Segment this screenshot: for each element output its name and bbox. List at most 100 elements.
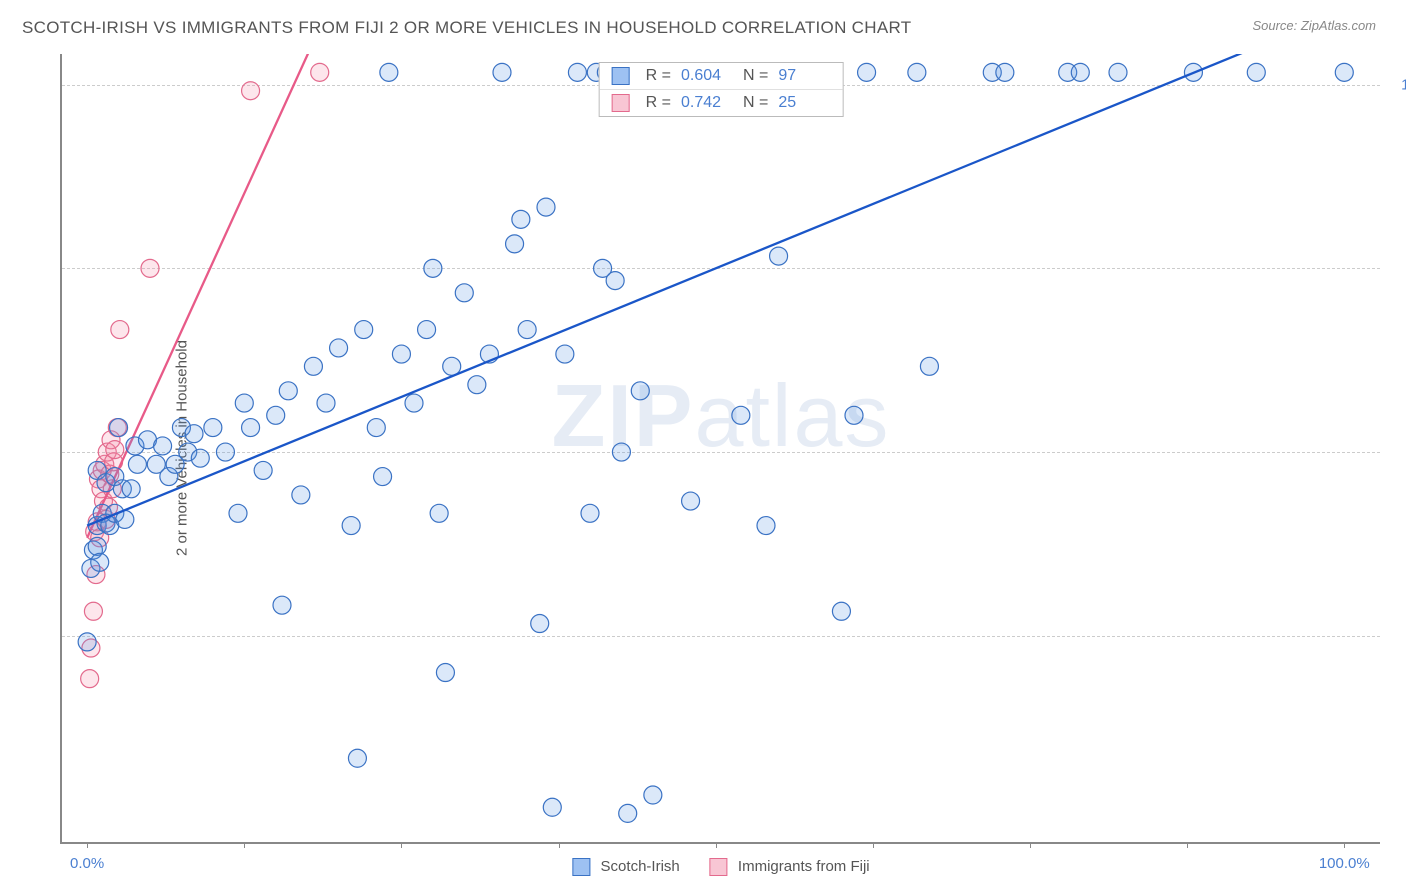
data-point (204, 419, 222, 437)
data-point (78, 633, 96, 651)
data-point (317, 394, 335, 412)
data-point (229, 504, 247, 522)
data-point (191, 449, 209, 467)
data-point (631, 382, 649, 400)
data-point (374, 468, 392, 486)
swatch-pink (710, 858, 728, 876)
data-point (342, 517, 360, 535)
data-point (468, 376, 486, 394)
r-value: 0.742 (681, 94, 733, 112)
x-tick-label: 100.0% (1319, 855, 1370, 872)
data-point (267, 406, 285, 424)
data-point (832, 602, 850, 620)
data-point (216, 443, 234, 461)
data-point (908, 63, 926, 81)
data-point (154, 437, 172, 455)
data-point (455, 284, 473, 302)
data-point (380, 63, 398, 81)
stats-legend-box: R = 0.604 N = 97 R = 0.742 N = 25 (599, 62, 844, 117)
chart-title: SCOTCH-IRISH VS IMMIGRANTS FROM FIJI 2 O… (22, 18, 911, 38)
data-point (1335, 63, 1353, 81)
data-point (348, 749, 366, 767)
scatter-svg (62, 54, 1382, 844)
data-point (242, 82, 260, 100)
data-point (568, 63, 586, 81)
data-point (682, 492, 700, 510)
data-point (141, 259, 159, 277)
n-label: N = (743, 67, 768, 85)
bottom-legend: Scotch-Irish Immigrants from Fiji (572, 858, 869, 876)
data-point (304, 357, 322, 375)
legend-item: Scotch-Irish (572, 858, 679, 876)
data-point (84, 602, 102, 620)
data-point (88, 537, 106, 555)
data-point (111, 321, 129, 339)
data-point (430, 504, 448, 522)
data-point (537, 198, 555, 216)
data-point (392, 345, 410, 363)
data-point (644, 786, 662, 804)
stats-row: R = 0.604 N = 97 (600, 63, 843, 89)
data-point (612, 443, 630, 461)
legend-label: Immigrants from Fiji (738, 858, 870, 875)
data-point (1071, 63, 1089, 81)
data-point (110, 419, 128, 437)
data-point (436, 664, 454, 682)
legend-item: Immigrants from Fiji (710, 858, 870, 876)
n-value: 97 (778, 67, 830, 85)
r-label: R = (646, 94, 671, 112)
swatch-blue (612, 67, 630, 85)
data-point (556, 345, 574, 363)
data-point (493, 63, 511, 81)
r-label: R = (646, 67, 671, 85)
data-point (292, 486, 310, 504)
data-point (405, 394, 423, 412)
data-point (732, 406, 750, 424)
data-point (273, 596, 291, 614)
data-point (506, 235, 524, 253)
data-point (91, 553, 109, 571)
data-point (1247, 63, 1265, 81)
data-point (581, 504, 599, 522)
data-point (757, 517, 775, 535)
data-point (330, 339, 348, 357)
data-point (424, 259, 442, 277)
data-point (606, 272, 624, 290)
trend-line (87, 54, 338, 538)
data-point (512, 210, 530, 228)
y-tick-label: 100.0% (1401, 76, 1406, 93)
data-point (254, 461, 272, 479)
data-point (858, 63, 876, 81)
swatch-blue (572, 858, 590, 876)
data-point (185, 425, 203, 443)
data-point (418, 321, 436, 339)
data-point (311, 63, 329, 81)
data-point (845, 406, 863, 424)
data-point (242, 419, 260, 437)
source-attribution: Source: ZipAtlas.com (1252, 18, 1376, 33)
data-point (122, 480, 140, 498)
data-point (518, 321, 536, 339)
swatch-pink (612, 94, 630, 112)
data-point (543, 798, 561, 816)
data-point (128, 455, 146, 473)
data-point (996, 63, 1014, 81)
data-point (279, 382, 297, 400)
stats-row: R = 0.742 N = 25 (600, 89, 843, 116)
n-value: 25 (778, 94, 830, 112)
data-point (355, 321, 373, 339)
data-point (81, 670, 99, 688)
data-point (106, 441, 124, 459)
x-tick-label: 0.0% (70, 855, 104, 872)
n-label: N = (743, 94, 768, 112)
data-point (619, 804, 637, 822)
legend-label: Scotch-Irish (601, 858, 680, 875)
chart-plot-area: 2 or more Vehicles in Household ZIPatlas… (60, 54, 1380, 844)
r-value: 0.604 (681, 67, 733, 85)
data-point (367, 419, 385, 437)
data-point (1109, 63, 1127, 81)
data-point (770, 247, 788, 265)
data-point (920, 357, 938, 375)
data-point (235, 394, 253, 412)
data-point (531, 615, 549, 633)
